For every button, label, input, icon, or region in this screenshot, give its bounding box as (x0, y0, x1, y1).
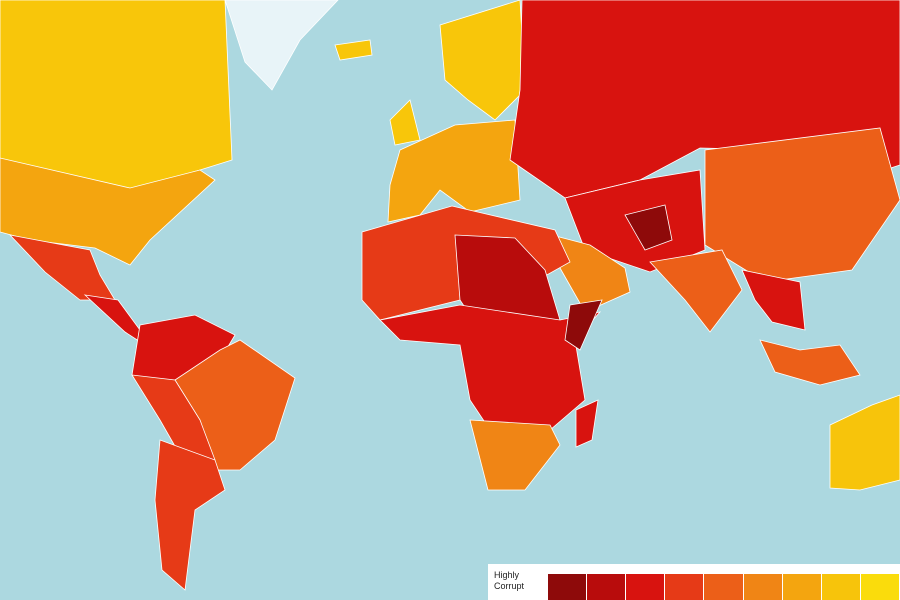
western-europe (387, 119, 521, 223)
southeast-asia (741, 269, 806, 331)
india (649, 249, 743, 333)
southern-africa (469, 419, 561, 491)
greenland (224, 0, 339, 91)
iceland (334, 39, 373, 61)
scandinavia (439, 0, 526, 121)
australia (829, 394, 900, 491)
argentina-chile (154, 439, 226, 591)
legend-swatch (782, 574, 822, 600)
legend-label: Highly Corrupt (494, 570, 525, 591)
central-america (83, 294, 146, 346)
canada (0, 0, 233, 191)
legend-swatch (548, 574, 588, 600)
afghanistan (624, 204, 673, 251)
africa-central (379, 304, 602, 431)
legend-swatch (587, 574, 627, 600)
legend: Highly Corrupt (488, 564, 900, 600)
indonesia (759, 339, 861, 386)
legend-scale (548, 574, 900, 600)
uk (389, 99, 421, 146)
somalia (564, 299, 603, 351)
legend-swatch (704, 574, 744, 600)
legend-swatch (626, 574, 666, 600)
madagascar (575, 399, 599, 448)
legend-swatch (821, 574, 861, 600)
china (704, 127, 900, 283)
legend-swatch (860, 574, 900, 600)
legend-swatch (665, 574, 705, 600)
legend-swatch (743, 574, 783, 600)
